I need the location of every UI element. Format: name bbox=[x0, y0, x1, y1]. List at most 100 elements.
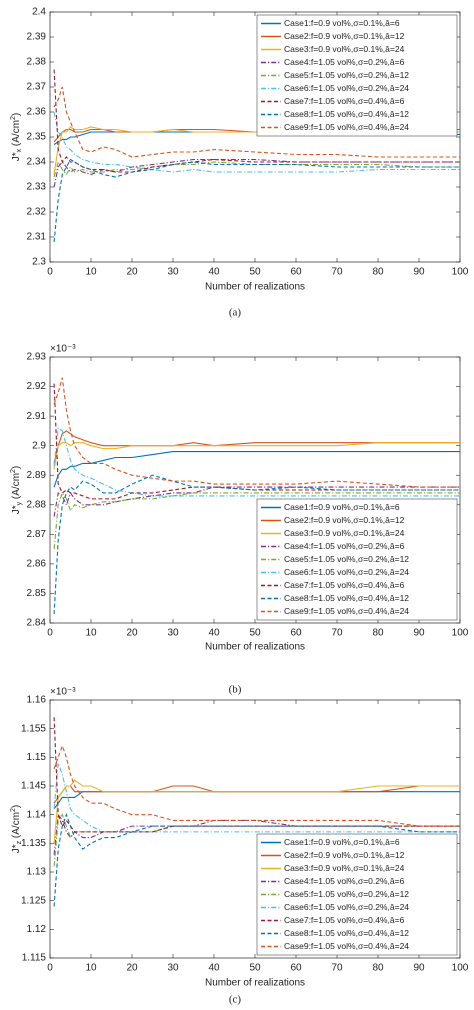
y-axis-label-part: 2 bbox=[10, 808, 17, 812]
y-axis-label-part: z bbox=[16, 840, 23, 844]
y-tick-label: 2.9 bbox=[32, 440, 46, 451]
y-tick-label: 2.85 bbox=[27, 588, 47, 599]
x-tick-label: 50 bbox=[249, 628, 261, 639]
x-tick-label: 80 bbox=[372, 628, 384, 639]
y-axis-label-part: 2 bbox=[10, 116, 17, 120]
legend-box bbox=[256, 14, 458, 137]
x-tick-label: 40 bbox=[208, 628, 220, 639]
legend-label: Case3:f=0.9 vol%,σ=0.1%,â=24 bbox=[284, 44, 405, 54]
y-tick-label: 1.12 bbox=[27, 924, 47, 935]
x-tick-label: 70 bbox=[331, 267, 343, 278]
series-line bbox=[53, 442, 460, 470]
legend-label: Case7:f=1.05 vol%,σ=0.4%,â=6 bbox=[284, 580, 405, 590]
legend-label: Case6:f=1.05 vol%,σ=0.2%,â=24 bbox=[284, 83, 409, 93]
legend-box bbox=[256, 498, 458, 621]
y-tick-label: 1.13 bbox=[27, 867, 47, 878]
y-tick-label: 2.84 bbox=[27, 618, 47, 629]
y-tick-label: 2.31 bbox=[27, 232, 47, 243]
x-tick-label: 10 bbox=[85, 628, 97, 639]
y-tick-label: 2.92 bbox=[27, 381, 47, 392]
series-line bbox=[53, 158, 460, 188]
y-tick-label: 2.87 bbox=[27, 529, 47, 540]
legend-label: Case2:f=0.9 vol%,σ=0.1%,â=12 bbox=[284, 515, 405, 525]
y-tick-label: 2.88 bbox=[27, 499, 47, 510]
y-axis-label-part: (A/cm bbox=[11, 812, 22, 841]
x-tick-label: 0 bbox=[47, 963, 53, 974]
series-line bbox=[53, 158, 460, 243]
x-tick-label: 100 bbox=[452, 267, 469, 278]
x-axis-label: Number of realizations bbox=[205, 642, 305, 653]
x-tick-label: 20 bbox=[126, 628, 138, 639]
y-multiplier: ×10⁻³ bbox=[50, 687, 76, 698]
y-axis-label-part: ) bbox=[11, 113, 22, 116]
y-tick-label: 1.145 bbox=[21, 781, 46, 792]
series-line bbox=[53, 762, 460, 833]
legend-label: Case5:f=1.05 vol%,σ=0.2%,â=12 bbox=[284, 70, 409, 80]
x-tick-label: 90 bbox=[413, 267, 425, 278]
x-tick-label: 90 bbox=[413, 963, 425, 974]
legend-label: Case2:f=0.9 vol%,σ=0.1%,â=12 bbox=[284, 850, 405, 860]
legend-label: Case9:f=1.05 vol%,σ=0.4%,â=24 bbox=[284, 606, 409, 616]
y-tick-label: 2.38 bbox=[27, 57, 47, 68]
x-axis-label: Number of realizations bbox=[205, 282, 305, 293]
y-axis-label-part: J* bbox=[11, 844, 22, 853]
x-tick-label: 0 bbox=[47, 628, 53, 639]
series-line bbox=[53, 486, 460, 517]
x-tick-label: 10 bbox=[85, 267, 97, 278]
y-tick-label: 1.135 bbox=[21, 838, 46, 849]
y-axis-label-part: y bbox=[16, 501, 23, 505]
legend-label: Case2:f=0.9 vol%,σ=0.1%,â=12 bbox=[284, 31, 405, 41]
legend-label: Case6:f=1.05 vol%,σ=0.2%,â=24 bbox=[284, 567, 409, 577]
y-tick-label: 2.86 bbox=[27, 559, 47, 570]
y-axis-label-part: (A/cm bbox=[11, 120, 22, 149]
x-tick-label: 10 bbox=[85, 963, 97, 974]
y-axis-label: J*z (A/cm2) bbox=[10, 805, 23, 854]
legend-label: Case4:f=1.05 vol%,σ=0.2%,â=6 bbox=[284, 541, 405, 551]
x-tick-label: 80 bbox=[372, 267, 384, 278]
y-tick-label: 1.155 bbox=[21, 723, 46, 734]
x-axis-label: Number of realizations bbox=[205, 978, 305, 989]
legend-label: Case8:f=1.05 vol%,σ=0.4%,â=12 bbox=[284, 109, 409, 119]
legend-label: Case8:f=1.05 vol%,σ=0.4%,â=12 bbox=[284, 928, 409, 938]
legend-label: Case7:f=1.05 vol%,σ=0.4%,â=6 bbox=[284, 915, 405, 925]
series-line bbox=[53, 377, 460, 488]
caption: (a) bbox=[229, 307, 242, 319]
x-tick-label: 40 bbox=[208, 267, 220, 278]
series-line bbox=[53, 717, 460, 833]
y-tick-label: 1.115 bbox=[22, 953, 47, 964]
legend-label: Case1:f=0.9 vol%,σ=0.1%,â=6 bbox=[284, 502, 400, 512]
y-tick-label: 1.15 bbox=[27, 752, 47, 763]
series-line bbox=[53, 491, 460, 550]
legend-label: Case3:f=0.9 vol%,σ=0.1%,â=24 bbox=[284, 863, 405, 873]
y-axis-label-part: ) bbox=[11, 466, 22, 469]
x-tick-label: 0 bbox=[47, 267, 53, 278]
x-tick-label: 20 bbox=[126, 963, 138, 974]
y-tick-label: 2.89 bbox=[27, 470, 47, 481]
x-tick-label: 50 bbox=[249, 963, 261, 974]
y-tick-label: 1.125 bbox=[21, 895, 46, 906]
legend-label: Case1:f=0.9 vol%,σ=0.1%,â=6 bbox=[284, 18, 400, 28]
x-tick-label: 30 bbox=[167, 963, 179, 974]
legend-label: Case6:f=1.05 vol%,σ=0.2%,â=24 bbox=[284, 902, 409, 912]
y-axis-label: J*y (A/cm2) bbox=[10, 466, 23, 515]
x-tick-label: 90 bbox=[413, 628, 425, 639]
legend-label: Case9:f=1.05 vol%,σ=0.4%,â=24 bbox=[284, 122, 409, 132]
legend-box bbox=[256, 833, 458, 956]
series-line bbox=[53, 160, 460, 178]
legend-label: Case1:f=0.9 vol%,σ=0.1%,â=6 bbox=[284, 837, 400, 847]
series-line bbox=[53, 111, 460, 173]
x-tick-label: 60 bbox=[290, 628, 302, 639]
y-tick-label: 2.39 bbox=[27, 32, 47, 43]
series-line bbox=[53, 451, 460, 488]
y-tick-label: 2.33 bbox=[27, 182, 47, 193]
y-tick-label: 2.91 bbox=[27, 411, 47, 422]
y-axis-label-part: x bbox=[16, 148, 23, 152]
x-tick-label: 70 bbox=[331, 628, 343, 639]
legend-label: Case4:f=1.05 vol%,σ=0.2%,â=6 bbox=[284, 876, 405, 886]
y-tick-label: 2.3 bbox=[32, 257, 46, 268]
series-line bbox=[53, 474, 460, 615]
y-axis-label-part: (A/cm bbox=[11, 473, 22, 502]
x-tick-label: 30 bbox=[167, 628, 179, 639]
y-tick-label: 2.35 bbox=[27, 132, 47, 143]
